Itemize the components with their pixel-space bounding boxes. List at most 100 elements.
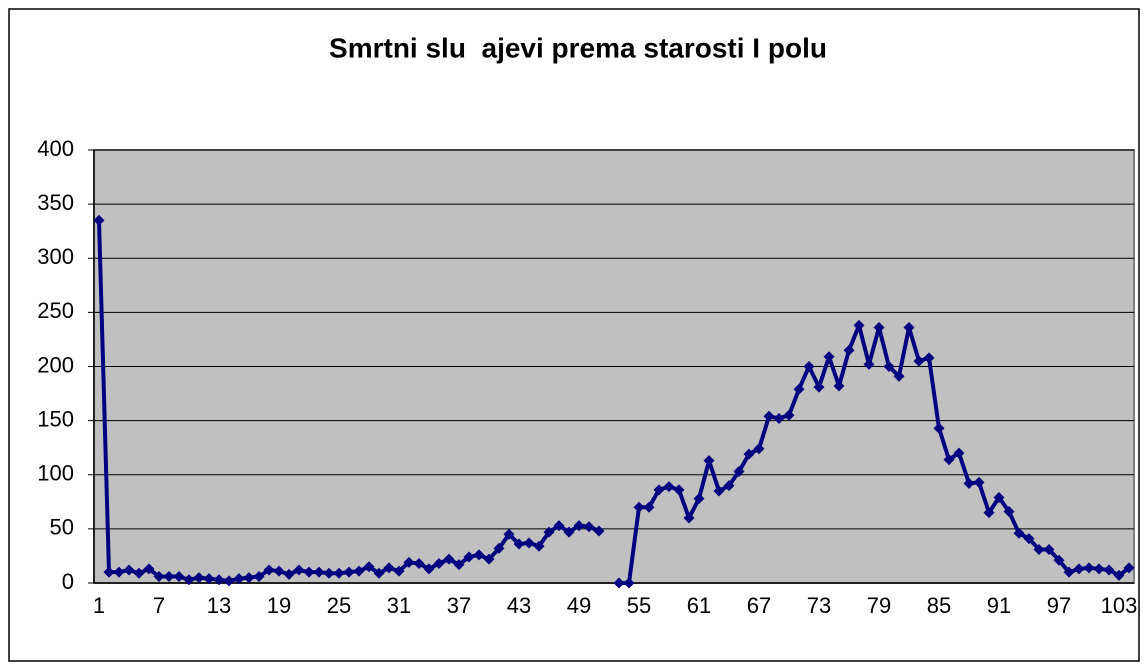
data-point (403, 556, 415, 568)
data-point (673, 484, 685, 496)
x-tick-label: 91 (987, 593, 1011, 618)
data-point (933, 422, 945, 434)
y-tick-label: 350 (37, 190, 74, 215)
data-point (1073, 563, 1085, 575)
y-tick-label: 50 (50, 515, 74, 540)
data-point (833, 380, 845, 392)
data-point (523, 537, 535, 549)
x-tick-label: 43 (507, 593, 531, 618)
data-point (313, 566, 325, 578)
data-point (983, 507, 995, 519)
data-point (283, 568, 295, 580)
data-point (1093, 563, 1105, 575)
x-tick-label: 55 (627, 593, 651, 618)
y-tick-label: 200 (37, 352, 74, 377)
data-point (623, 577, 635, 589)
data-point (923, 352, 935, 364)
x-tick-label: 13 (207, 593, 231, 618)
data-point (693, 493, 705, 505)
chart-title: Smrtni slu ajevi prema starosti I polu (329, 32, 827, 63)
data-point (973, 476, 985, 488)
x-tick-label: 1 (93, 593, 105, 618)
x-tick-label: 79 (867, 593, 891, 618)
x-tick-label: 25 (327, 593, 351, 618)
data-point (853, 319, 865, 331)
data-point (723, 480, 735, 492)
data-point (763, 410, 775, 422)
data-point (413, 558, 425, 570)
data-point (613, 577, 625, 589)
data-point (943, 454, 955, 466)
data-point (493, 542, 505, 554)
data-point (823, 351, 835, 363)
data-point (773, 412, 785, 424)
data-point (1053, 554, 1065, 566)
data-point (253, 571, 265, 583)
data-point (553, 520, 565, 532)
data-point (123, 564, 135, 576)
data-point (1023, 533, 1035, 545)
data-point (813, 381, 825, 393)
data-point (683, 512, 695, 524)
x-tick-label: 37 (447, 593, 471, 618)
data-point (1063, 566, 1075, 578)
data-point (273, 565, 285, 577)
data-point (573, 520, 585, 532)
x-tick-label: 73 (807, 593, 831, 618)
data-point (153, 571, 165, 583)
data-point (363, 561, 375, 573)
data-point (743, 448, 755, 460)
data-point (533, 540, 545, 552)
data-point (593, 525, 605, 537)
data-point (1003, 506, 1015, 518)
data-point (303, 566, 315, 578)
data-point (1113, 569, 1125, 581)
data-point (143, 563, 155, 575)
data-point (1013, 527, 1025, 539)
data-point (993, 491, 1005, 503)
data-point (733, 466, 745, 478)
data-point (263, 564, 275, 576)
data-point (913, 355, 925, 367)
x-tick-label: 49 (567, 593, 591, 618)
data-point (343, 566, 355, 578)
data-point (583, 521, 595, 533)
data-point (93, 214, 105, 226)
data-point (203, 573, 215, 585)
data-point (193, 572, 205, 584)
data-point (563, 526, 575, 538)
data-point (293, 564, 305, 576)
data-point (713, 485, 725, 497)
data-point (333, 567, 345, 579)
data-point (1083, 562, 1095, 574)
data-point (383, 562, 395, 574)
data-point (473, 549, 485, 561)
data-point (223, 575, 235, 587)
x-tick-label: 103 (1101, 593, 1138, 618)
data-point (803, 361, 815, 372)
data-point (213, 574, 225, 586)
data-point (543, 526, 555, 538)
x-tick-label: 7 (153, 593, 165, 618)
data-point (103, 566, 115, 578)
data-point (133, 567, 145, 579)
data-point (1103, 564, 1115, 576)
y-tick-label: 400 (37, 136, 74, 161)
data-point (443, 553, 455, 565)
data-point (233, 573, 245, 585)
data-point (1043, 543, 1055, 555)
data-point (953, 447, 965, 459)
data-point (643, 501, 655, 513)
data-point (753, 443, 765, 455)
data-point (903, 322, 915, 334)
y-tick-label: 0 (62, 569, 74, 594)
x-tick-label: 61 (687, 593, 711, 618)
data-point (423, 563, 435, 575)
data-point (1123, 562, 1135, 574)
data-point (873, 322, 885, 334)
y-tick-label: 250 (37, 298, 74, 323)
x-tick-label: 67 (747, 593, 771, 618)
data-point (963, 477, 975, 489)
data-point (883, 361, 895, 372)
